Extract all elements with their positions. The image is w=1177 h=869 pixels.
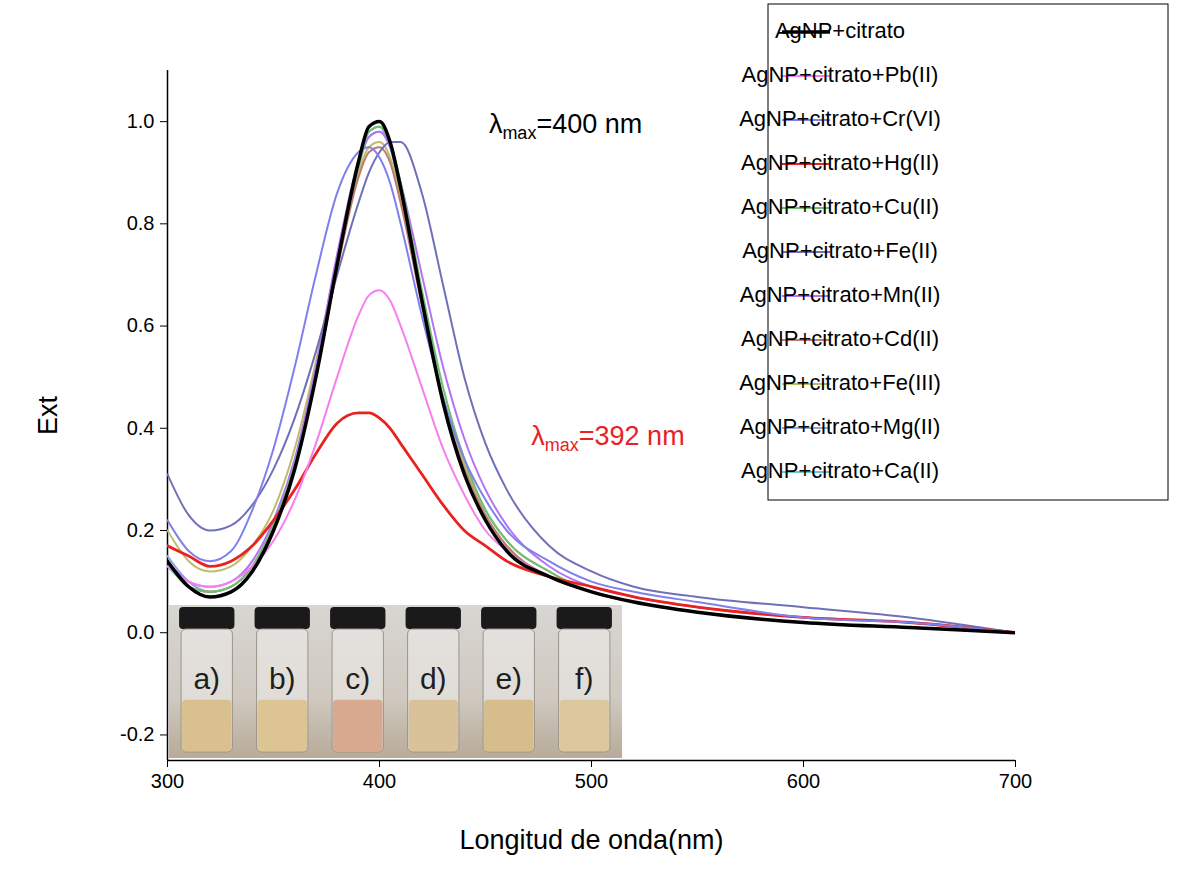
svg-text:b): b): [269, 662, 296, 695]
svg-text:AgNP+citrato+Cu(II): AgNP+citrato+Cu(II): [741, 194, 939, 219]
svg-text:AgNP+citrato: AgNP+citrato: [775, 18, 905, 43]
svg-text:d): d): [420, 662, 447, 695]
svg-text:AgNP+citrato+Pb(II): AgNP+citrato+Pb(II): [742, 62, 939, 87]
svg-text:1.0: 1.0: [127, 110, 155, 132]
svg-text:AgNP+citrato+Cr(VI): AgNP+citrato+Cr(VI): [739, 106, 941, 131]
svg-text:AgNP+citrato+Mn(II): AgNP+citrato+Mn(II): [740, 282, 941, 307]
svg-text:0.4: 0.4: [127, 417, 155, 439]
svg-text:700: 700: [999, 770, 1032, 792]
svg-text:Longitud de onda(nm): Longitud de onda(nm): [459, 825, 723, 855]
svg-text:AgNP+citrato+Cd(II): AgNP+citrato+Cd(II): [741, 326, 939, 351]
svg-text:600: 600: [787, 770, 820, 792]
svg-text:AgNP+citrato+Fe(II): AgNP+citrato+Fe(II): [742, 238, 938, 263]
svg-text:λmax=392 nm: λmax=392 nm: [531, 421, 684, 455]
svg-text:400: 400: [363, 770, 396, 792]
svg-text:300: 300: [151, 770, 184, 792]
svg-text:0.2: 0.2: [127, 519, 155, 541]
svg-text:500: 500: [575, 770, 608, 792]
svg-text:AgNP+citrato+Fe(III): AgNP+citrato+Fe(III): [739, 370, 941, 395]
svg-text:λmax=400 nm: λmax=400 nm: [489, 109, 642, 143]
svg-text:c): c): [345, 662, 370, 695]
svg-text:f): f): [575, 662, 593, 695]
svg-text:Ext: Ext: [33, 395, 63, 435]
svg-text:AgNP+citrato+Ca(II): AgNP+citrato+Ca(II): [741, 458, 939, 483]
svg-text:0.8: 0.8: [127, 212, 155, 234]
svg-text:0.0: 0.0: [127, 621, 155, 643]
svg-text:AgNP+citrato+Mg(II): AgNP+citrato+Mg(II): [740, 414, 941, 439]
svg-text:e): e): [495, 662, 522, 695]
svg-text:0.6: 0.6: [127, 314, 155, 336]
svg-text:a): a): [193, 662, 220, 695]
svg-text:-0.2: -0.2: [120, 723, 154, 745]
svg-text:AgNP+citrato+Hg(II): AgNP+citrato+Hg(II): [741, 150, 939, 175]
